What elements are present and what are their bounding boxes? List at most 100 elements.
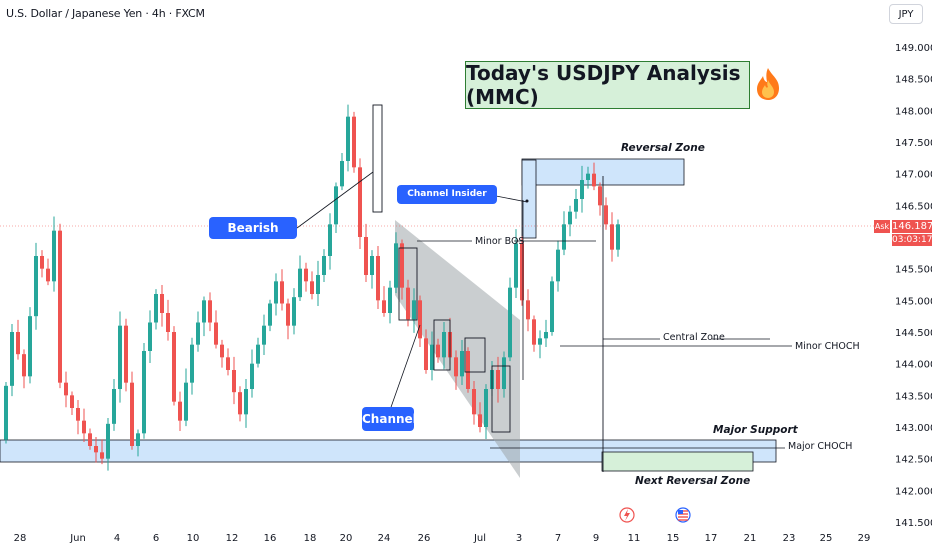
- x-tick-label: 10: [187, 533, 200, 544]
- candle-body: [316, 275, 320, 294]
- x-tick-label: 3: [516, 533, 522, 544]
- candle-body: [460, 351, 464, 377]
- candle-body: [478, 414, 482, 427]
- candle-body: [148, 322, 152, 351]
- candle-body: [340, 161, 344, 187]
- x-tick-label: 15: [667, 533, 680, 544]
- candle-body: [238, 392, 242, 415]
- label-next-reversal-zone: Next Reversal Zone: [635, 475, 751, 487]
- candle-body: [562, 224, 566, 250]
- y-tick-label: 143.000: [895, 423, 932, 434]
- candle-body: [100, 452, 104, 459]
- candle-body: [382, 300, 386, 313]
- next-reversal-zone-box: [601, 451, 754, 472]
- channel-box-2: [433, 319, 451, 371]
- x-tick-label: 12: [226, 533, 239, 544]
- callout-channel-insider-demand: Channel Insider Demand: [397, 185, 497, 218]
- candle-body: [112, 389, 116, 424]
- us-flag-canton: [678, 510, 683, 514]
- candle-body: [130, 382, 134, 446]
- x-tick-label: 4: [114, 533, 120, 544]
- candle-body: [160, 294, 164, 313]
- candle-body: [424, 338, 428, 370]
- label-minor-choch: Minor CHOCH: [795, 341, 860, 352]
- headline-box: Today's USDJPY Analysis (MMC): [465, 61, 750, 109]
- candle-body: [616, 224, 620, 250]
- y-tick-label: 147.500: [895, 138, 932, 149]
- candle-body: [166, 313, 170, 332]
- candle-body: [328, 224, 332, 256]
- candle-body: [154, 294, 158, 323]
- y-tick-label: 145.000: [895, 296, 932, 307]
- callout-channel: Channel: [362, 407, 417, 431]
- candle-body: [292, 297, 296, 326]
- candle-body: [406, 287, 410, 320]
- x-tick-label: 17: [705, 533, 718, 544]
- lightning-icon: [624, 509, 630, 521]
- currency-selector[interactable]: JPY: [889, 4, 923, 24]
- ask-price: 146.187: [892, 220, 932, 233]
- candle-body: [430, 344, 434, 370]
- countdown-tag: 03:03:17: [874, 234, 932, 246]
- label-reversal-zone: Reversal Zone: [621, 142, 705, 154]
- channel-pointer: [389, 324, 421, 411]
- y-tick-label: 143.500: [895, 391, 932, 402]
- candle-body: [16, 332, 20, 355]
- candle-body: [538, 338, 542, 345]
- channel-insider-demand-zone: [521, 159, 537, 239]
- candle-body: [580, 180, 584, 199]
- candle-body: [28, 316, 32, 377]
- candle-body: [58, 230, 62, 383]
- x-tick-label: 16: [264, 533, 277, 544]
- candle-body: [226, 357, 230, 370]
- candle-body: [556, 249, 560, 282]
- candle-body: [508, 287, 512, 358]
- y-tick-label: 141.500: [895, 518, 932, 529]
- candle-body: [88, 433, 92, 446]
- candle-body: [436, 344, 440, 358]
- candle-body: [394, 243, 398, 288]
- x-tick-label: 7: [555, 533, 561, 544]
- candle-body: [502, 357, 506, 389]
- candle-body: [232, 370, 236, 393]
- y-tick-label: 142.500: [895, 455, 932, 466]
- candle-body: [250, 363, 254, 389]
- candle-body: [34, 256, 38, 317]
- candle-body: [22, 354, 26, 377]
- candle-body: [322, 256, 326, 275]
- y-tick-label: 148.500: [895, 75, 932, 86]
- channel-box-3: [464, 337, 486, 373]
- candle-body: [220, 344, 224, 358]
- x-tick-label: 21: [744, 533, 757, 544]
- y-tick-label: 147.000: [895, 170, 932, 181]
- y-tick-label: 146.500: [895, 201, 932, 212]
- candle-body: [196, 322, 200, 345]
- candle-body: [550, 281, 554, 332]
- candle-body: [172, 332, 176, 402]
- candle-body: [484, 389, 488, 427]
- x-tick-label: 29: [858, 533, 871, 544]
- x-tick-label: 25: [820, 533, 833, 544]
- overlays-layer: [296, 104, 792, 472]
- candle-body: [472, 389, 476, 415]
- x-tick-label: 20: [340, 533, 353, 544]
- candle-body: [202, 300, 206, 323]
- callout-bearish-pattern: Bearish Pattern: [209, 217, 297, 257]
- ask-price-tag: Ask 146.187: [874, 220, 932, 233]
- zones-layer: [0, 158, 874, 478]
- candle-body: [454, 357, 458, 377]
- bearish-pattern-pointer: [296, 171, 374, 229]
- x-tick-label: 18: [304, 533, 317, 544]
- candle-body: [358, 167, 362, 237]
- candle-body: [76, 408, 80, 421]
- countdown: 03:03:17: [892, 234, 932, 246]
- fire-icon: [757, 68, 779, 100]
- ask-label: Ask: [874, 220, 890, 233]
- candle-body: [268, 303, 272, 326]
- candle-body: [52, 230, 56, 282]
- channel-box-4: [491, 365, 511, 433]
- candle-body: [124, 325, 128, 383]
- y-tick-label: 144.000: [895, 360, 932, 371]
